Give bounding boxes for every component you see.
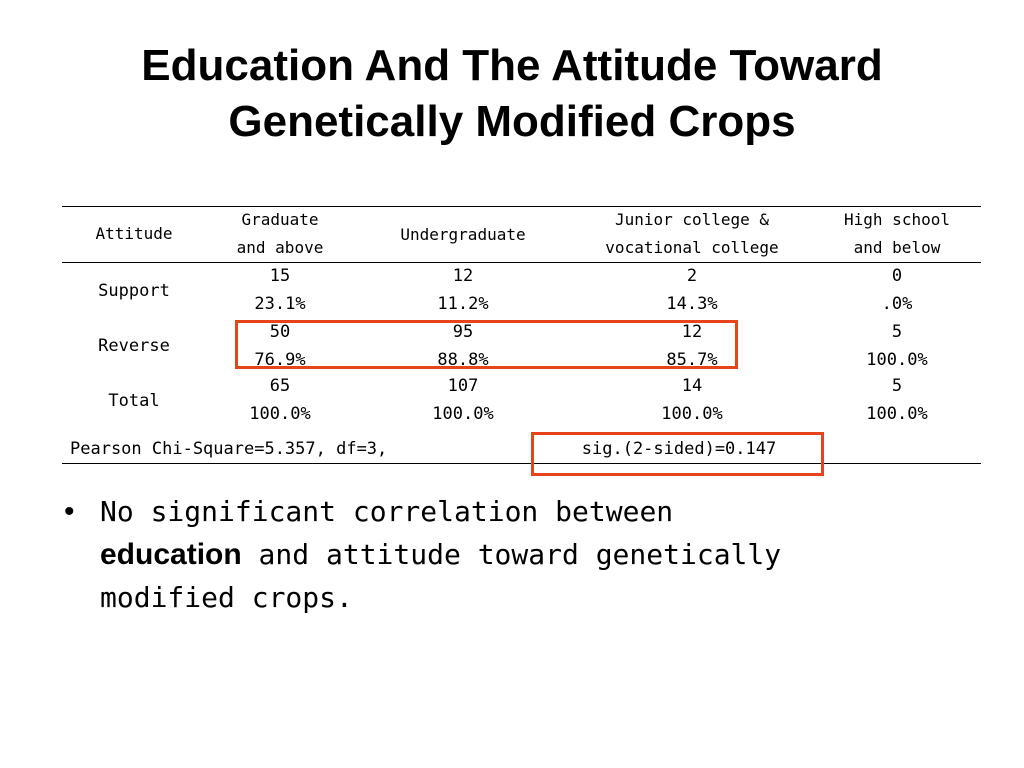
header-attitude: Attitude: [95, 224, 173, 243]
support-count-junior-college: 2: [686, 266, 698, 286]
total-count-junior-college: 14: [681, 376, 703, 396]
reverse-count-undergraduate: 95: [452, 322, 474, 342]
header-junior-college-line-1: Junior college &: [614, 210, 770, 229]
slide-title-line-1: Education And The Attitude Toward: [141, 41, 883, 90]
header-junior-college-line-2: vocational college: [605, 238, 779, 257]
bullet-text-part-2: and attitude toward genetically: [241, 538, 782, 571]
support-count-high-school: 0: [891, 266, 903, 286]
total-percent-high-school: 100.0%: [866, 404, 928, 424]
total-count-undergraduate: 107: [447, 376, 479, 396]
bullet-text-part-1: No significant correlation between: [100, 495, 674, 528]
reverse-percent-graduate: 76.9%: [254, 350, 306, 370]
support-percent-undergraduate: 11.2%: [437, 294, 489, 314]
support-percent-high-school: .0%: [881, 294, 913, 314]
reverse-count-graduate: 50: [269, 322, 291, 342]
reverse-count-high-school: 5: [891, 322, 903, 342]
header-undergraduate: Undergraduate: [400, 225, 526, 244]
slide-title: Education And The Attitude Toward Geneti…: [0, 38, 1024, 150]
bullet-bold-education: education: [100, 538, 242, 571]
support-percent-junior-college: 14.3%: [666, 294, 718, 314]
header-graduate-line-1: Graduate: [241, 210, 319, 229]
header-high-school-line-2: and below: [853, 238, 941, 257]
row-label-total: Total: [108, 391, 160, 411]
reverse-percent-junior-college: 85.7%: [666, 350, 718, 370]
total-percent-undergraduate: 100.0%: [432, 404, 494, 424]
support-percent-graduate: 23.1%: [254, 294, 306, 314]
significance-value: sig.(2-sided)=0.147: [581, 439, 777, 459]
row-label-reverse: Reverse: [98, 336, 170, 356]
reverse-count-junior-college: 12: [681, 322, 703, 342]
conclusion-bullet: • No significant correlation between edu…: [64, 490, 964, 619]
bullet-text-part-3: modified crops.: [100, 581, 353, 614]
total-count-graduate: 65: [269, 376, 291, 396]
table-bottom-rule: [62, 463, 981, 464]
table-header-rule: [62, 262, 981, 263]
header-graduate-line-2: and above: [236, 238, 324, 257]
pearson-chi-square-stat: Pearson Chi-Square=5.357, df=3,: [70, 439, 388, 459]
slide-title-line-2: Genetically Modified Crops: [228, 97, 796, 146]
support-count-graduate: 15: [269, 266, 291, 286]
bullet-dot-icon: •: [64, 495, 75, 528]
total-count-high-school: 5: [891, 376, 903, 396]
reverse-percent-high-school: 100.0%: [866, 350, 928, 370]
table-top-rule: [62, 206, 981, 207]
significance-highlight-box: [531, 432, 824, 476]
reverse-row-highlight-box: [235, 320, 738, 369]
reverse-percent-undergraduate: 88.8%: [437, 350, 489, 370]
bullet-text: No significant correlation between educa…: [100, 490, 964, 619]
row-label-support: Support: [98, 281, 170, 301]
support-count-undergraduate: 12: [452, 266, 474, 286]
total-percent-graduate: 100.0%: [249, 404, 311, 424]
total-percent-junior-college: 100.0%: [661, 404, 723, 424]
header-high-school-line-1: High school: [844, 210, 950, 229]
